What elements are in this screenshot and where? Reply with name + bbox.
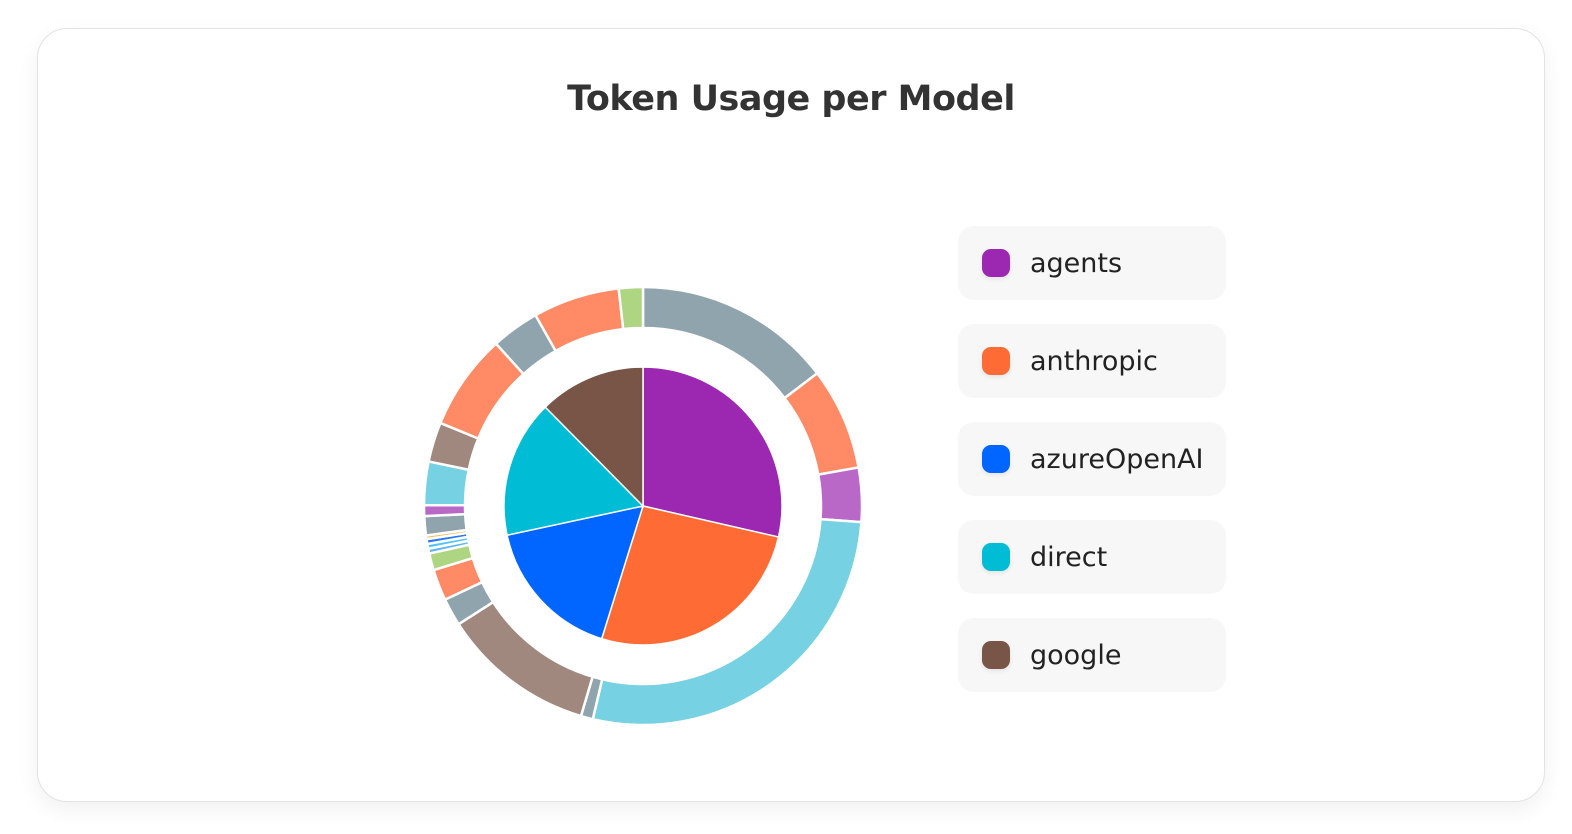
legend-label: anthropic <box>1030 345 1158 377</box>
legend-swatch <box>982 445 1010 473</box>
legend-item-direct[interactable]: direct <box>958 520 1226 594</box>
legend-label: agents <box>1030 247 1123 279</box>
legend-swatch <box>982 641 1010 669</box>
inner-slice-azureOpenAI[interactable] <box>506 504 645 640</box>
legend-swatch <box>982 347 1010 375</box>
inner-slice-agents[interactable] <box>642 366 783 538</box>
outer-ring <box>422 285 864 727</box>
legend: agents anthropic azureOpenAI direct google <box>958 226 1226 716</box>
inner-pie <box>503 366 783 646</box>
legend-swatch <box>982 543 1010 571</box>
chart-card: Token Usage per Model agents anthropic azu… <box>37 28 1545 802</box>
inner-slice-direct[interactable] <box>503 406 645 537</box>
pie-chart <box>418 249 918 754</box>
legend-label: direct <box>1030 541 1108 573</box>
legend-item-anthropic[interactable]: anthropic <box>958 324 1226 398</box>
legend-label: google <box>1030 639 1122 671</box>
legend-swatch <box>982 249 1010 277</box>
legend-item-azureOpenAI[interactable]: azureOpenAI <box>958 422 1226 496</box>
pie-svg <box>422 285 864 727</box>
legend-item-google[interactable]: google <box>958 618 1226 692</box>
chart-title: Token Usage per Model <box>567 79 1015 119</box>
legend-item-agents[interactable]: agents <box>958 226 1226 300</box>
outer-slice-20[interactable] <box>617 285 645 331</box>
inner-slice-google[interactable] <box>544 366 644 508</box>
inner-slice-anthropic[interactable] <box>600 505 780 646</box>
outer-slice-2[interactable] <box>816 465 864 524</box>
outer-slice-1[interactable] <box>782 371 861 477</box>
outer-slice-14[interactable] <box>422 503 467 518</box>
legend-label: azureOpenAI <box>1030 443 1204 475</box>
